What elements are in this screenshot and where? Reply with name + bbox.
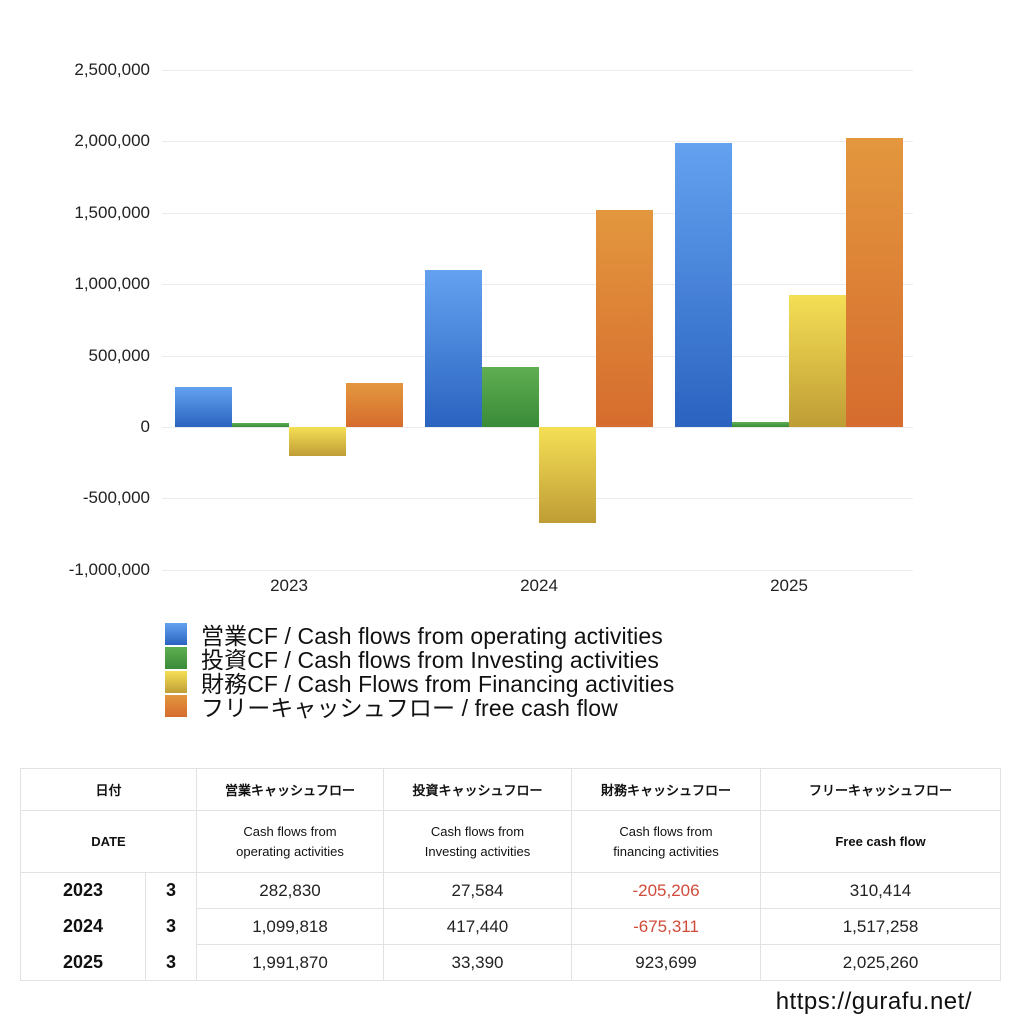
legend-label: 財務CF / Cash Flows from Financing activit…	[201, 671, 675, 697]
header-financing-jp: 財務キャッシュフロー	[571, 768, 762, 811]
y-tick-label: 2,000,000	[74, 131, 150, 151]
gridline	[162, 498, 913, 500]
bar	[482, 367, 539, 427]
row-operating: 1,099,818	[196, 908, 385, 945]
gridline	[162, 70, 913, 71]
site-url-link[interactable]: https://gurafu.net/	[775, 988, 972, 1015]
legend-label: フリーキャッシュフロー / free cash flow	[201, 695, 618, 721]
bar	[846, 137, 903, 427]
x-tick-label: 2025	[770, 576, 808, 595]
gridline	[162, 569, 913, 571]
cash-flow-table: 日付 営業キャッシュフロー 投資キャッシュフロー 財務キャッシュフロー フリーキ…	[19, 768, 1002, 981]
table-row: 2024 3 1,099,818 417,440 -675,311 1,517,…	[20, 908, 1002, 945]
gridline	[162, 427, 913, 428]
x-tick-label: 2024	[520, 576, 558, 595]
table-header-en: DATE Cash flows from operating activities…	[19, 810, 1002, 873]
row-investing: 33,390	[383, 944, 573, 981]
y-tick-label: -1,000,000	[68, 559, 150, 579]
row-month: 3	[144, 872, 198, 909]
table-header-jp: 日付 営業キャッシュフロー 投資キャッシュフロー 財務キャッシュフロー フリーキ…	[19, 768, 1002, 811]
bar	[289, 427, 346, 457]
y-tick-label: 1,000,000	[74, 274, 150, 294]
bar	[425, 269, 482, 427]
header-financing-en: Cash flows from financing activities	[571, 810, 762, 873]
y-tick-label: 0	[140, 417, 150, 436]
bar	[539, 427, 596, 524]
gridline	[162, 141, 913, 143]
y-tick-label: 2,500,000	[74, 60, 150, 79]
header-operating-jp: 営業キャッシュフロー	[196, 768, 385, 811]
row-year: 2024	[20, 908, 146, 945]
gridline	[162, 212, 913, 214]
legend-label: 営業CF / Cash flows from operating activit…	[201, 623, 663, 649]
bar	[175, 386, 232, 427]
header-operating-en: Cash flows from operating activities	[196, 810, 385, 873]
cash-flow-bar-chart: 2,500,000 2,000,000 1,500,000 1,000,000 500,…	[68, 60, 913, 595]
row-operating: 1,991,870	[196, 944, 385, 981]
table-row: 2023 3 282,830 27,584 -205,206 310,414	[20, 872, 1002, 909]
legend-item-investing: 投資CF / Cash flows from Investing activit…	[165, 646, 674, 673]
row-month: 3	[144, 908, 198, 945]
header-free-en: Free cash flow	[760, 810, 1002, 873]
row-operating: 282,830	[196, 872, 385, 909]
legend-label: 投資CF / Cash flows from Investing activit…	[201, 647, 660, 673]
x-tick-label: 2023	[270, 576, 308, 595]
row-financing: -205,206	[571, 872, 762, 909]
legend-item-operating: 営業CF / Cash flows from operating activit…	[165, 622, 674, 649]
bar	[732, 422, 789, 427]
gridline	[162, 355, 913, 357]
legend-item-free: フリーキャッシュフロー / free cash flow	[165, 694, 674, 721]
bar	[596, 210, 653, 427]
row-financing: -675,311	[571, 908, 762, 945]
chart-legend: 営業CF / Cash flows from operating activit…	[165, 622, 674, 721]
header-investing-jp: 投資キャッシュフロー	[383, 768, 573, 811]
gridline	[162, 284, 913, 286]
header-date-en: DATE	[19, 810, 198, 873]
header-date-jp: 日付	[19, 768, 198, 811]
bar	[346, 382, 403, 427]
y-tick-label: -500,000	[82, 488, 150, 508]
y-tick-label: 1,500,000	[74, 202, 150, 222]
row-investing: 417,440	[383, 908, 573, 945]
y-tick-label: 500,000	[88, 345, 150, 365]
legend-item-financing: 財務CF / Cash Flows from Financing activit…	[165, 670, 674, 697]
header-free-jp: フリーキャッシュフロー	[760, 768, 1002, 811]
row-free: 310,414	[760, 872, 1002, 909]
table-row: 2025 3 1,991,870 33,390 923,699 2,025,26…	[20, 944, 1002, 981]
row-investing: 27,584	[383, 872, 573, 909]
row-free: 1,517,258	[760, 908, 1002, 945]
header-investing-en: Cash flows from Investing activities	[383, 810, 573, 873]
row-month: 3	[144, 944, 198, 981]
legend-swatch-orange-icon	[165, 695, 187, 717]
row-year: 2023	[20, 872, 146, 909]
row-year: 2025	[20, 944, 146, 981]
legend-swatch-green-icon	[165, 647, 187, 669]
bar	[675, 142, 732, 427]
bar	[232, 423, 289, 427]
legend-swatch-yellow-icon	[165, 671, 187, 693]
row-financing: 923,699	[571, 944, 762, 981]
legend-swatch-blue-icon	[165, 623, 187, 645]
bar	[789, 295, 846, 427]
row-free: 2,025,260	[760, 944, 1002, 981]
